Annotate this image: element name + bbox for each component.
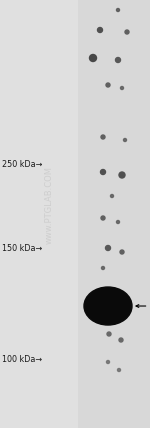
Circle shape: [117, 220, 120, 223]
Circle shape: [101, 216, 105, 220]
Circle shape: [119, 172, 125, 178]
Text: 250 kDa→: 250 kDa→: [2, 160, 42, 169]
Circle shape: [120, 86, 123, 89]
Circle shape: [117, 9, 120, 12]
Circle shape: [107, 332, 111, 336]
Circle shape: [106, 360, 110, 363]
Circle shape: [90, 54, 96, 62]
Circle shape: [125, 30, 129, 34]
Text: www.PTGLAB.COM: www.PTGLAB.COM: [45, 166, 54, 244]
Circle shape: [101, 135, 105, 139]
Text: 100 kDa→: 100 kDa→: [2, 355, 42, 364]
Circle shape: [119, 338, 123, 342]
Ellipse shape: [84, 287, 132, 325]
Circle shape: [123, 139, 126, 142]
Circle shape: [98, 27, 102, 33]
Circle shape: [120, 250, 124, 254]
Circle shape: [100, 169, 105, 175]
Bar: [78, 0, 150, 428]
Circle shape: [105, 246, 111, 250]
Circle shape: [116, 57, 120, 62]
Circle shape: [102, 267, 105, 270]
Circle shape: [117, 369, 120, 372]
Text: 150 kDa→: 150 kDa→: [2, 244, 42, 253]
Circle shape: [111, 194, 114, 197]
Circle shape: [106, 83, 110, 87]
